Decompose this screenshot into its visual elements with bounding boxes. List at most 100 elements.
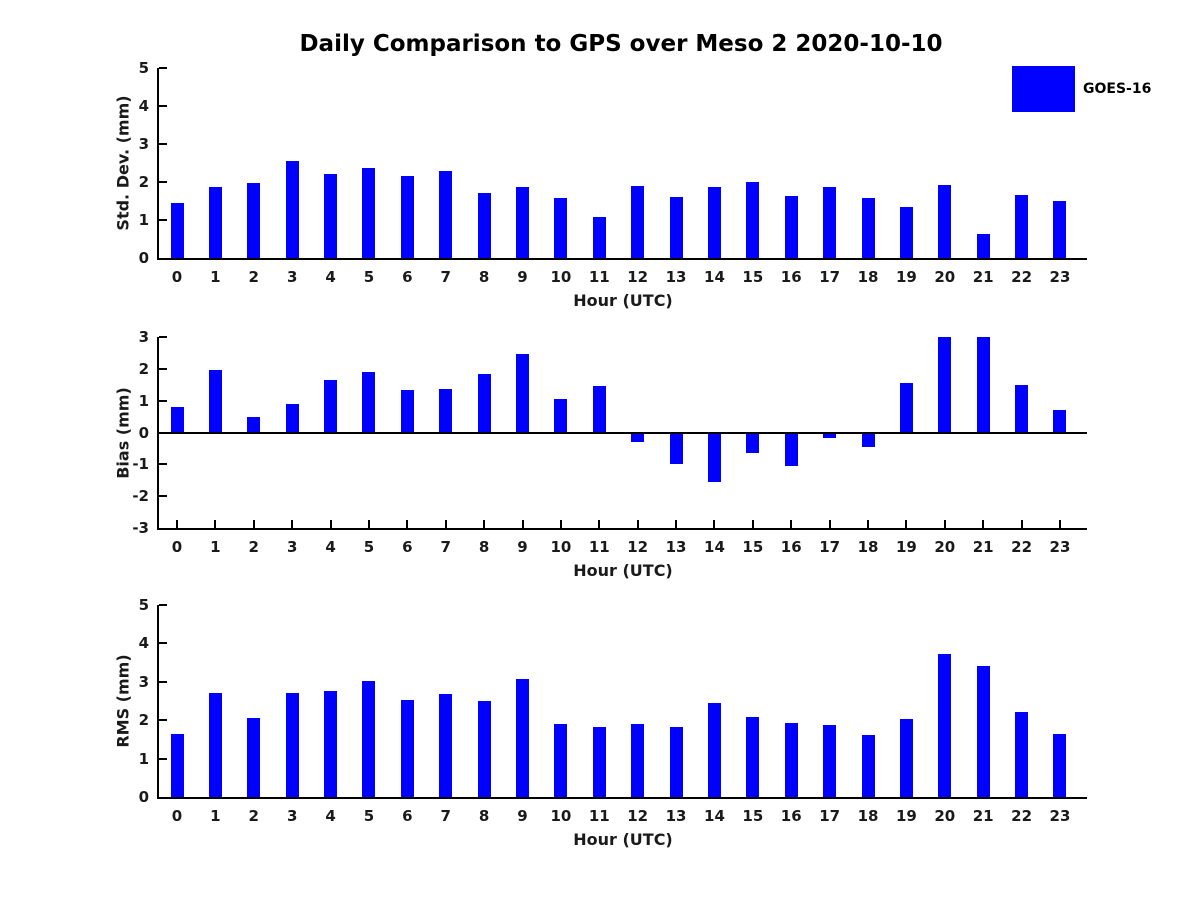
bar: [1053, 734, 1067, 797]
y-tick-mark: [159, 143, 167, 145]
x-tick-mark: [828, 520, 831, 528]
bar: [208, 370, 222, 433]
bar: [669, 197, 683, 258]
bar: [477, 700, 491, 797]
bar: [362, 167, 376, 258]
bar: [170, 202, 184, 258]
y-tick-mark: [159, 399, 167, 402]
y-tick-label: 4: [138, 634, 149, 653]
x-tick-label: 20: [934, 538, 956, 556]
x-tick-label: 17: [819, 268, 841, 286]
x-tick-label: 0: [171, 807, 183, 825]
x-tick-label: 15: [742, 268, 764, 286]
y-tick-mark: [159, 495, 167, 498]
y-tick-label: 2: [138, 359, 149, 378]
bar: [746, 717, 760, 797]
bar: [784, 432, 798, 466]
x-tick-mark: [943, 520, 946, 528]
zero-line: [159, 431, 1087, 434]
bar: [938, 184, 952, 258]
bar: [707, 702, 721, 797]
x-tick-label: 19: [895, 807, 917, 825]
y-tick-label: 1: [138, 391, 149, 410]
bar: [976, 234, 990, 258]
x-tick-label: 10: [550, 268, 572, 286]
bar: [554, 399, 568, 433]
x-tick-label: 8: [478, 538, 490, 556]
x-tick-label: 18: [857, 538, 879, 556]
bar: [439, 694, 453, 797]
y-tick-label: 5: [138, 596, 149, 614]
bar: [592, 727, 606, 797]
y-tick-mark: [159, 219, 167, 221]
x-tick-label: 13: [665, 538, 687, 556]
x-tick-label: 5: [363, 538, 375, 556]
bar: [516, 353, 529, 433]
x-tick-label: 6: [402, 807, 413, 825]
x-tick-mark: [406, 520, 409, 528]
x-tick-mark: [444, 520, 447, 528]
bar: [1015, 712, 1029, 797]
x-tick-label: 5: [363, 268, 375, 286]
x-tick-label: 18: [857, 807, 879, 825]
x-axis-label: Hour (UTC): [573, 291, 673, 310]
x-tick-label: 8: [478, 268, 490, 286]
bar: [1053, 410, 1067, 433]
bar: [208, 693, 222, 797]
x-tick-label: 16: [780, 807, 802, 825]
bar: [362, 372, 376, 433]
y-axis-label-text: Std. Dev. (mm): [113, 95, 133, 231]
x-tick-label: 20: [934, 268, 956, 286]
y-tick-label: 2: [138, 173, 149, 191]
x-tick-mark: [291, 520, 294, 528]
x-tick-mark: [905, 520, 908, 528]
x-tick-label: 21: [972, 268, 994, 286]
x-tick-mark: [252, 520, 255, 528]
x-tick-label: 3: [286, 268, 298, 286]
x-tick-mark: [176, 520, 178, 528]
bar: [1015, 384, 1029, 433]
x-tick-label: 4: [325, 807, 336, 825]
bar: [247, 182, 261, 258]
bar: [592, 217, 606, 258]
x-tick-label: 17: [819, 538, 841, 556]
x-tick-label: 17: [819, 807, 841, 825]
y-tick-label: 0: [138, 249, 149, 267]
x-tick-label: 22: [1011, 538, 1033, 556]
y-axis-label: RMS (mm): [113, 605, 133, 797]
bar: [170, 407, 184, 433]
y-axis-label-text: RMS (mm): [113, 654, 133, 748]
bar: [1053, 201, 1067, 258]
x-tick-label: 18: [857, 268, 879, 286]
x-tick-label: 7: [440, 807, 451, 825]
bar: [899, 719, 913, 797]
x-tick-mark: [367, 520, 370, 528]
x-tick-label: 14: [704, 807, 725, 825]
bar: [669, 726, 683, 797]
bar: [477, 193, 491, 258]
bar: [631, 185, 645, 258]
bar: [823, 724, 837, 797]
x-tick-mark: [483, 520, 486, 528]
bar: [631, 724, 645, 797]
bar: [324, 691, 338, 797]
x-tick-label: 20: [934, 807, 956, 825]
x-tick-label: 7: [440, 538, 451, 556]
bar: [554, 724, 568, 797]
x-tick-label: 5: [363, 807, 375, 825]
x-tick-mark: [559, 520, 562, 528]
x-tick-label: 16: [780, 538, 802, 556]
x-tick-label: 1: [210, 807, 221, 825]
x-tick-label: 16: [780, 268, 802, 286]
y-tick-mark: [159, 336, 167, 338]
bar: [592, 386, 606, 433]
x-tick-label: 7: [440, 268, 451, 286]
bar: [516, 186, 529, 258]
bar: [823, 186, 837, 258]
x-tick-label: 8: [478, 807, 490, 825]
bar: [170, 733, 184, 797]
y-tick-label: 2: [138, 711, 149, 730]
y-axis-label: Std. Dev. (mm): [113, 68, 133, 258]
x-tick-label: 4: [325, 538, 336, 556]
